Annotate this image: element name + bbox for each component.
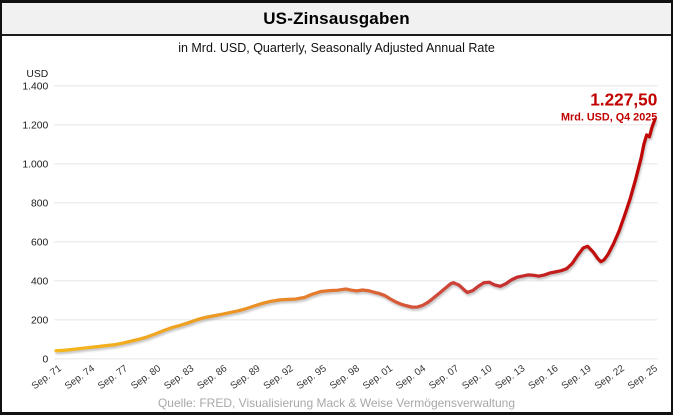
y-axis-tick-labels: 0 200 400 600 800 1.000 1.200 1.400 <box>22 82 48 366</box>
interest-expenses-series-line <box>54 117 657 353</box>
x-tick-label: Sep. 13 <box>493 363 527 392</box>
x-tick-label: Sep. 80 <box>129 363 163 392</box>
last-value-annotation: 1.227,50 <box>590 89 657 109</box>
x-tick-label: Sep. 95 <box>295 363 329 392</box>
chart-header-bar: US-Zinsausgaben <box>2 3 671 36</box>
x-tick-label: Sep. 98 <box>328 363 362 392</box>
y-axis-unit-label: USD <box>26 69 48 80</box>
chart-title: US-Zinsausgaben <box>263 8 410 28</box>
x-tick-label: Sep. 77 <box>96 363 130 392</box>
y-tick-label: 400 <box>31 277 48 288</box>
x-tick-label: Sep. 22 <box>593 363 627 392</box>
x-tick-label: Sep. 71 <box>30 363 64 392</box>
gridlines <box>54 85 658 360</box>
y-tick-label: 200 <box>31 316 48 327</box>
y-tick-label: 1.000 <box>22 160 48 171</box>
x-tick-label: Sep. 83 <box>162 363 196 392</box>
x-tick-label: Sep. 10 <box>460 363 494 392</box>
x-tick-label: Sep. 89 <box>229 363 263 392</box>
x-tick-label: Sep. 19 <box>560 363 594 392</box>
y-tick-label: 1.200 <box>22 121 48 132</box>
chart-subtitle: in Mrd. USD, Quarterly, Seasonally Adjus… <box>178 41 495 55</box>
x-tick-label: Sep. 07 <box>427 363 461 392</box>
y-tick-label: 800 <box>31 199 48 210</box>
x-tick-label: Sep. 74 <box>63 363 97 392</box>
x-tick-label: Sep. 04 <box>394 363 428 392</box>
x-tick-label: Sep. 01 <box>361 363 395 392</box>
y-tick-label: 0 <box>42 355 48 366</box>
source-credit: Quelle: FRED, Visualisierung Mack & Weis… <box>157 396 516 410</box>
x-tick-label: Sep. 16 <box>527 363 561 392</box>
last-value-unit-annotation: Mrd. USD, Q4 2025 <box>561 111 657 123</box>
x-tick-label: Sep. 86 <box>195 363 229 392</box>
y-tick-label: 1.400 <box>22 82 48 93</box>
x-axis-tick-labels: Sep. 71 Sep. 74 Sep. 77 Sep. 80 Sep. 83 Sep. … <box>30 363 660 392</box>
x-tick-label: Sep. 25 <box>626 363 660 392</box>
x-tick-label: Sep. 92 <box>262 363 296 392</box>
interest-expenses-line-chart: 0 200 400 600 800 1.000 1.200 1.400 USD Sep. 71… <box>22 69 660 392</box>
y-tick-label: 600 <box>31 238 48 249</box>
